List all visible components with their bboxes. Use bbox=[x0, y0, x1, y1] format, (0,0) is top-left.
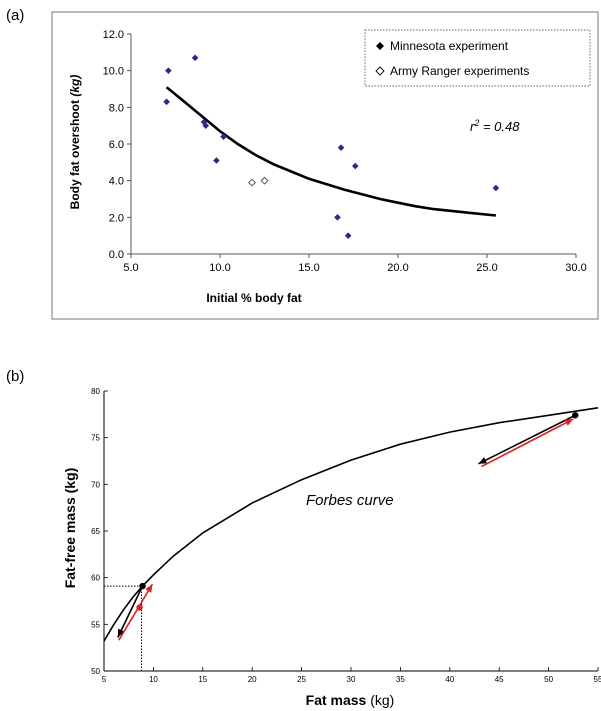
data-point-minnesota bbox=[220, 133, 227, 140]
legend-label-army: Army Ranger experiments bbox=[390, 64, 529, 78]
panel-a-x-tick-label: 5.0 bbox=[123, 262, 138, 274]
data-point-minnesota bbox=[351, 162, 359, 170]
panel-b-x-tick-label: 35 bbox=[396, 675, 405, 684]
legend-box bbox=[364, 29, 591, 87]
panel-b-annotation: Forbes curve bbox=[306, 492, 394, 509]
panel-b-y-tick-label: 60 bbox=[91, 574, 100, 583]
data-point-minnesota bbox=[200, 118, 208, 126]
panel-a-fit bbox=[165, 86, 497, 217]
data-point-minnesota bbox=[202, 122, 210, 129]
panel-b-y-tick-label: 70 bbox=[91, 480, 100, 489]
panel-b-arrow-head bbox=[117, 628, 125, 638]
data-point-army-ranger bbox=[260, 176, 269, 185]
panel-a-x-tick-label: 25.0 bbox=[476, 262, 497, 274]
panel-b-x-tick-label: 30 bbox=[347, 675, 356, 684]
panel-b-x-tick-label: 45 bbox=[495, 675, 504, 684]
panel-a-y-tick-label: 10.0 bbox=[103, 66, 124, 78]
data-point-minnesota bbox=[334, 214, 341, 221]
panel-a-fit-curve bbox=[165, 86, 497, 217]
panel-b-x-tick-label: 55 bbox=[594, 675, 601, 684]
panel-a-y-tick-label: 2.0 bbox=[109, 212, 124, 224]
panel-b-x-tick-label: 5 bbox=[102, 675, 107, 684]
panel-a-frame bbox=[51, 11, 599, 320]
data-point-minnesota bbox=[492, 184, 500, 192]
legend-marker-minnesota bbox=[376, 42, 384, 50]
panel-b-x-axis-label-unit: (kg) bbox=[370, 692, 394, 708]
panel-b-arrow bbox=[478, 414, 576, 465]
panel-a-y-axis-label-main: Body fat overshoot bbox=[68, 97, 82, 210]
legend-label-minnesota: Minnesota experiment bbox=[390, 39, 509, 53]
panel-a-y-tick-label: 4.0 bbox=[109, 176, 124, 188]
panel-a-annotation-r: r bbox=[470, 119, 475, 134]
panel-a-y-tick-label: 6.0 bbox=[109, 139, 124, 151]
panel-a-y-axis-label: Body fat overshoot (kg) bbox=[68, 75, 82, 210]
panel-b-arrow bbox=[481, 418, 574, 468]
panel-b-axes bbox=[103, 390, 599, 672]
panel-b-point bbox=[139, 582, 146, 590]
panel-b-x-tick-label: 10 bbox=[149, 675, 158, 684]
panel-b-arrows bbox=[117, 414, 576, 641]
panel-b-point bbox=[136, 604, 143, 611]
panel-a-y-tick-label: 8.0 bbox=[109, 102, 124, 114]
panel-b-arrow-head bbox=[145, 584, 153, 593]
panel-a-x-tick-label: 10.0 bbox=[209, 262, 230, 274]
panel-a-ticks: 5.0 10.0 15.0 20.0 25.0 30.0 0.0 2.0 4.0 6.0 8.0 10… bbox=[103, 29, 587, 274]
panel-a-axes bbox=[127, 33, 577, 258]
panel-b-point bbox=[572, 412, 579, 419]
panel-b-arrow-shaft bbox=[478, 414, 576, 465]
panel-b-x-axis-label: Fat mass (kg) bbox=[306, 692, 395, 708]
panel-b-x-tick-label: 40 bbox=[445, 675, 454, 684]
panel-a-annotation-sup: 2 bbox=[473, 118, 479, 128]
panel-a-label: (a) bbox=[6, 7, 24, 24]
panel-a-annotation-value: = 0.48 bbox=[479, 119, 520, 134]
panel-a-x-axis-label: Initial % body fat bbox=[206, 291, 301, 305]
panel-b-markers bbox=[136, 412, 579, 611]
panel-b-y-axis-label: Fat-free mass (kg) bbox=[62, 468, 78, 589]
panel-b-y-tick-label: 55 bbox=[91, 620, 100, 629]
panel-a-points bbox=[163, 54, 500, 239]
panel-a-x-tick-label: 20.0 bbox=[387, 262, 408, 274]
panel-b-curve bbox=[103, 407, 599, 642]
data-point-minnesota bbox=[163, 98, 170, 106]
panel-b-x-tick-label: 15 bbox=[198, 675, 207, 684]
panel-b-x-axis-label-main: Fat mass bbox=[306, 692, 371, 708]
panel-b-label: (b) bbox=[6, 368, 24, 385]
panel-b-arrow bbox=[118, 583, 154, 641]
panel-b-x-tick-label: 25 bbox=[297, 675, 306, 684]
data-point-minnesota bbox=[337, 144, 345, 151]
panel-a-y-tick-label: 12.0 bbox=[103, 29, 124, 41]
panel-b-arrow-head bbox=[564, 419, 574, 426]
panel-b-forbes-curve bbox=[103, 407, 599, 642]
data-point-army-ranger bbox=[248, 178, 257, 187]
panel-b-x-tick-label: 50 bbox=[544, 675, 553, 684]
legend-marker-army bbox=[375, 66, 385, 76]
panel-b-arrow bbox=[117, 585, 144, 638]
panel-b-arrow-shaft bbox=[481, 418, 574, 468]
data-point-minnesota bbox=[191, 54, 199, 62]
data-point-minnesota bbox=[165, 67, 172, 74]
panel-b-y-tick-label: 80 bbox=[91, 387, 100, 396]
panel-b-arrow-head bbox=[478, 457, 488, 464]
panel-b-ticks: 5 10 15 20 25 30 35 40 45 50 55 50 55 60 65 70 75 80 bbox=[91, 387, 601, 684]
panel-a-legend: Minnesota experiment Army Ranger experim… bbox=[364, 29, 591, 87]
panel-b: (b) 5 10 15 20 25 30 35 40 45 50 5550556065707580 … bbox=[6, 368, 601, 708]
panel-a: (a) 5.0 10.0 15.0 20.0 25.0 30.0 0.0 2.0 4.0 6.0 8… bbox=[6, 7, 599, 320]
panel-b-y-tick-label: 75 bbox=[91, 434, 100, 443]
panel-a-x-tick-label: 15.0 bbox=[298, 262, 319, 274]
panel-b-y-tick-label: 50 bbox=[91, 667, 100, 676]
panel-b-arrow-shaft bbox=[118, 583, 154, 641]
panel-b-arrow-shaft bbox=[117, 585, 144, 638]
panel-a-y-tick-label: 0.0 bbox=[109, 249, 124, 261]
panel-a-y-axis-label-unit: (kg) bbox=[68, 75, 82, 97]
data-point-minnesota bbox=[344, 232, 352, 239]
panel-a-annotation: r2 = 0.48 bbox=[470, 118, 520, 134]
panel-b-y-tick-label: 65 bbox=[91, 527, 100, 536]
panel-b-x-tick-label: 20 bbox=[248, 675, 257, 684]
data-point-minnesota bbox=[213, 157, 220, 164]
panel-a-x-tick-label: 30.0 bbox=[565, 262, 586, 274]
panel-b-guides bbox=[104, 585, 143, 671]
